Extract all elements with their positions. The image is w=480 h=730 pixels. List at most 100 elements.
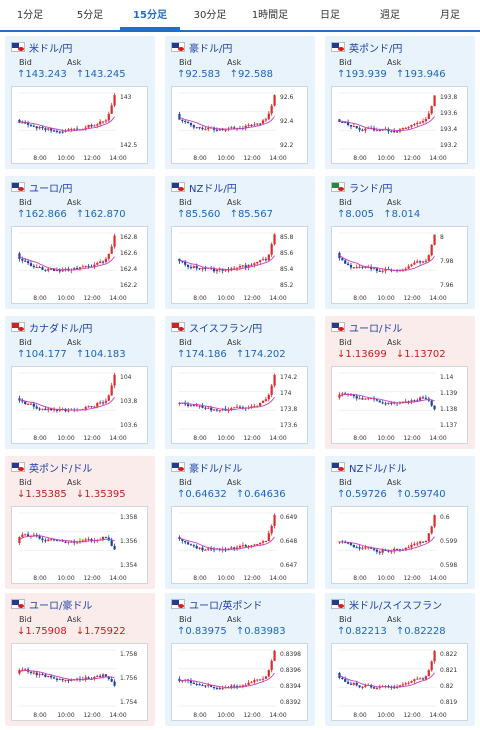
mini-candlestick-chart[interactable]: 143 142.5 8:00 10:00 12:00 14:00 [11,86,148,164]
mini-candlestick-chart[interactable]: 0.6 0.599 0.598 8:00 10:00 12:00 14:00 [331,506,468,584]
x-tick-label: 8:00 [193,435,207,442]
currency-card[interactable]: NZドル/円 Bid Ask ↑85.560 ↑85.567 85.8 85.6 85… [165,176,315,309]
x-tick-label: 10:00 [217,435,234,442]
candle-body [84,539,87,541]
pair-name[interactable]: ユーロ/豪ドル [29,600,93,612]
mini-candlestick-chart[interactable]: 0.649 0.648 0.647 8:00 10:00 12:00 14:00 [171,506,308,584]
pair-name[interactable]: NZドル/円 [189,183,237,195]
chart-svg: 0.822 0.821 0.82 0.819 8:00 10:00 12:00 14:00 [338,649,457,719]
candle-body [250,124,253,126]
candle-body [407,126,410,128]
candle-body [267,113,270,120]
candle-body [404,401,407,403]
pair-name[interactable]: 米ドル/スイスフラン [349,600,443,612]
candle-body [407,547,410,549]
mini-candlestick-chart[interactable]: 1.758 1.756 1.754 8:00 10:00 12:00 14:00 [11,643,148,721]
mini-candlestick-chart[interactable]: 193.8 193.6 193.4 193.2 8:00 10:00 12:00 14:00 [331,86,468,164]
candle-body [75,268,79,270]
candle-body [47,675,50,677]
currency-card[interactable]: ユーロ/ドル Bid Ask ↓1.13699 ↓1.13702 1.14 1.13… [325,316,475,449]
candle-body [256,544,259,546]
mini-candlestick-chart[interactable]: 174.2 174 173.8 173.6 8:00 10:00 12:00 14:00 [171,366,308,444]
tab-30min[interactable]: 30分足 [193,10,227,21]
candle-body [238,406,242,408]
pair-name[interactable]: 豪ドル/ドル [189,463,243,475]
y-tick-label: 143 [120,94,132,101]
pair-name[interactable]: 英ポンド/円 [349,43,403,55]
tab-5min[interactable]: 5分足 [76,10,104,21]
currency-card[interactable]: ユーロ/豪ドル Bid Ask ↓1.75908 ↓1.75922 1.758 1.… [5,593,155,726]
tab-daily[interactable]: 日足 [320,10,340,21]
mini-candlestick-chart[interactable]: 8 7.98 7.96 8:00 10:00 12:00 14:00 [331,226,468,304]
candle-body [38,674,41,676]
pair-name[interactable]: ユーロ/英ポンド [189,600,263,612]
tab-monthly[interactable]: 月足 [440,10,460,21]
candle-body [101,121,105,123]
pair-name[interactable]: 豪ドル/円 [189,43,233,55]
candle-body [201,127,204,130]
candle-body [267,394,270,400]
currency-card[interactable]: NZドル/ドル Bid Ask ↑0.59726 ↑0.59740 0.6 0.59… [325,456,475,589]
candle-body [181,680,184,682]
candle-body [58,540,61,542]
candle-body [113,95,116,106]
candle-body [101,261,105,263]
mini-candlestick-chart[interactable]: 85.8 85.6 85.4 85.2 8:00 10:00 12:00 14:00 [171,226,308,304]
pair-name[interactable]: 英ポンド/ドル [29,463,93,475]
bid-ask-labels: Bid Ask [179,198,275,207]
candle-body [233,127,236,129]
currency-card[interactable]: 米ドル/スイスフラン Bid Ask ↑0.82213 ↑0.82228 0.82… [325,593,475,726]
pair-name[interactable]: NZドル/ドル [349,463,407,475]
pair-name[interactable]: ランド/円 [349,183,393,195]
candle-body [381,129,384,131]
candle-body [189,680,193,683]
candle-body [90,124,93,127]
pair-name[interactable]: 米ドル/円 [29,43,73,55]
currency-card[interactable]: 英ポンド/円 Bid Ask ↑193.939 ↑193.946 193.8 193… [325,36,475,169]
candle-body [393,687,396,689]
currency-card[interactable]: カナダドル/円 Bid Ask ↑104.177 ↑104.183 104 103.… [5,316,155,449]
mini-candlestick-chart[interactable]: 0.822 0.821 0.82 0.819 8:00 10:00 12:00 14:00 [331,643,468,721]
candle-body [195,405,198,407]
tab-1hour[interactable]: 1時間足 [251,10,289,21]
x-tick-label: 14:00 [429,155,446,162]
candle-body [244,684,247,686]
candle-body [21,258,24,261]
y-tick-label: 173.8 [280,406,297,413]
pair-name[interactable]: カナダドル/円 [29,323,93,335]
candle-body [273,374,276,386]
candle-body [433,95,436,107]
currency-card[interactable]: 英ポンド/ドル Bid Ask ↓1.35385 ↓1.35395 1.358 1.… [5,456,155,589]
candle-body [430,244,433,256]
mini-candlestick-chart[interactable]: 104 103.8 103.6 8:00 10:00 12:00 14:00 [11,366,148,444]
tab-15min[interactable]: 15分足 [120,0,180,30]
candle-body [346,681,350,684]
currency-card[interactable]: スイスフラン/円 Bid Ask ↑174.186 ↑174.202 174.2 1… [165,316,315,449]
pair-name[interactable]: ユーロ/ドル [349,323,403,335]
mini-candlestick-chart[interactable]: 1.14 1.139 1.138 1.137 8:00 10:00 12:00 14:00 [331,366,468,444]
pair-name[interactable]: ユーロ/円 [29,183,73,195]
tab-1min[interactable]: 1分足 [16,10,44,21]
candle-body [352,126,355,128]
currency-card[interactable]: ランド/円 Bid Ask ↑8.005 ↑8.014 8 7.98 7.96 8:00… [325,176,475,309]
x-tick-label: 8:00 [193,155,207,162]
candle-body [349,543,353,545]
pair-name[interactable]: スイスフラン/円 [189,323,263,335]
candle-body [375,268,379,271]
currency-card[interactable]: ユーロ/英ポンド Bid Ask ↑0.83975 ↑0.83983 0.8398… [165,593,315,726]
mini-candlestick-chart[interactable]: 0.8398 0.8396 0.8394 0.8392 8:00 10:00 12:00 14… [171,643,308,721]
candle-body [64,130,67,132]
mini-candlestick-chart[interactable]: 92.6 92.4 92.2 8:00 10:00 12:00 14:00 [171,86,308,164]
candle-body [61,131,64,133]
mini-candlestick-chart[interactable]: 162.8 162.6 162.4 162.2 8:00 10:00 12:00 14:00 [11,226,148,304]
mini-candlestick-chart[interactable]: 1.358 1.356 1.354 8:00 10:00 12:00 14:00 [11,506,148,584]
candle-body [50,408,53,411]
candle-body [189,266,193,269]
currency-card[interactable]: 豪ドル/円 Bid Ask ↑92.583 ↑92.588 92.6 92.4 92.… [165,36,315,169]
currency-card[interactable]: ユーロ/円 Bid Ask ↑162.866 ↑162.870 162.8 162.… [5,176,155,309]
currency-card[interactable]: 豪ドル/ドル Bid Ask ↑0.64632 ↑0.64636 0.649 0.6… [165,456,315,589]
candle-body [61,679,64,681]
currency-card[interactable]: 米ドル/円 Bid Ask ↑143.243 ↑143.245 143 142.5 8… [5,36,155,169]
tab-weekly[interactable]: 週足 [380,10,400,21]
candle-body [419,397,422,401]
